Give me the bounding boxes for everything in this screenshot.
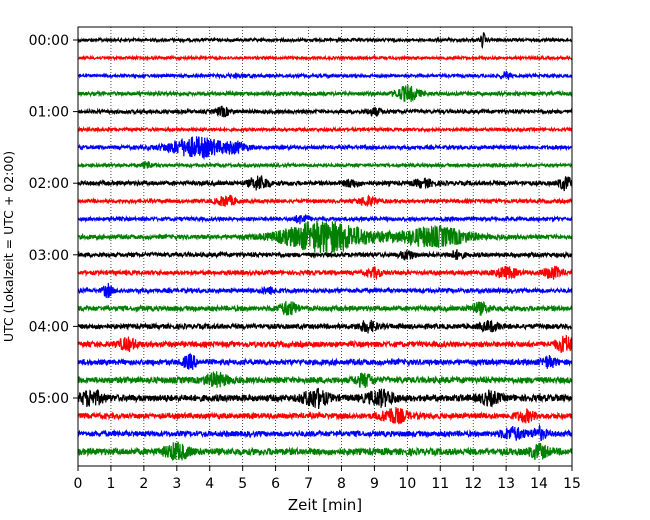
trace-0500: [77, 387, 573, 410]
x-tick-label: 0: [74, 476, 83, 492]
y-tick-label: 01:00: [29, 105, 69, 121]
x-tick-label: 15: [563, 476, 581, 492]
x-tick-label: 4: [205, 476, 214, 492]
x-tick-label: 7: [304, 476, 313, 492]
trace-lines: [77, 32, 573, 461]
trace-0030: [77, 70, 573, 80]
x-axis-ticks: 0 1 2 3 4 5 6 7 8 9 10 11 12 13 14 15: [74, 466, 581, 492]
x-tick-label: 9: [370, 476, 379, 492]
trace-0000: [77, 32, 573, 49]
trace-0230: [77, 214, 573, 225]
y-axis-ticks: 00:00 01:00 02:00 03:00 04:00 05:00: [29, 33, 78, 407]
trace-0200: [77, 175, 573, 192]
trace-0015: [77, 54, 573, 62]
x-axis-label: Zeit [min]: [288, 496, 362, 514]
y-tick-label: 00:00: [29, 33, 69, 49]
trace-0400: [77, 319, 573, 334]
x-tick-label: 8: [337, 476, 346, 492]
y-tick-label: 04:00: [29, 319, 69, 335]
trace-0115: [77, 125, 573, 134]
x-tick-label: 12: [464, 476, 482, 492]
y-axis-label: UTC (Lokalzeit = UTC + 02:00): [1, 151, 16, 342]
x-tick-label: 11: [431, 476, 449, 492]
y-tick-label: 02:00: [29, 176, 69, 192]
x-tick-label: 10: [398, 476, 416, 492]
x-tick-label: 13: [497, 476, 515, 492]
trace-0145: [77, 160, 573, 170]
trace-0100: [77, 105, 573, 118]
trace-0215: [77, 194, 573, 208]
trace-0345: [77, 300, 573, 317]
x-tick-label: 1: [106, 476, 115, 492]
plot-frame: [77, 26, 573, 467]
trace-0300: [77, 249, 573, 261]
x-tick-label: 14: [530, 476, 548, 492]
x-tick-label: 5: [238, 476, 247, 492]
x-tick-label: 2: [139, 476, 148, 492]
trace-0045: [77, 84, 573, 102]
y-tick-label: 03:00: [29, 248, 69, 264]
trace-0515: [77, 406, 573, 425]
trace-0430: [77, 352, 573, 370]
trace-0545: [77, 441, 573, 461]
trace-0245: [77, 220, 573, 255]
trace-0315: [77, 265, 573, 281]
trace-0415: [77, 335, 573, 353]
x-tick-label: 3: [172, 476, 181, 492]
y-tick-label: 05:00: [29, 391, 69, 407]
trace-0330: [77, 282, 573, 299]
trace-0130: [77, 136, 573, 161]
x-tick-label: 6: [271, 476, 280, 492]
trace-0445: [77, 371, 573, 388]
trace-0530: [77, 423, 573, 442]
